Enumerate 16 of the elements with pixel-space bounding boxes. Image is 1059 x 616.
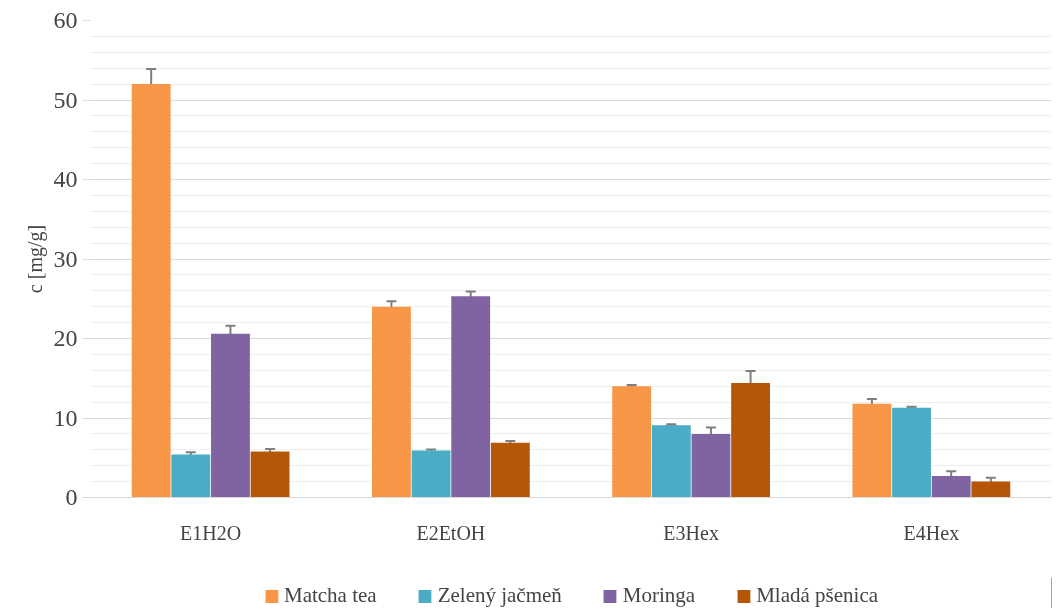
x-tick-label: E1H2O [180,521,242,544]
y-tick-label: 10 [53,404,78,431]
y-tick-label: 60 [53,7,78,33]
y-tick-label: 40 [53,166,78,192]
y-tick-label: 50 [53,86,78,113]
legend-label: Mladá pšenica [756,583,879,608]
legend-label: Zelený jačmeň [437,583,562,608]
x-tick-label: E3Hex [663,521,719,544]
legend-label: Matcha tea [283,583,377,608]
y-tick-label: 20 [53,325,78,351]
y-tick-label: 0 [65,484,78,510]
y-tick-label: 30 [53,245,78,272]
x-tick-label: E4Hex [903,521,960,544]
x-tick-label: E2EtOH [416,521,486,544]
y-axis-title: c [mg/g] [23,224,47,294]
legend-label: Moringa [622,583,696,608]
